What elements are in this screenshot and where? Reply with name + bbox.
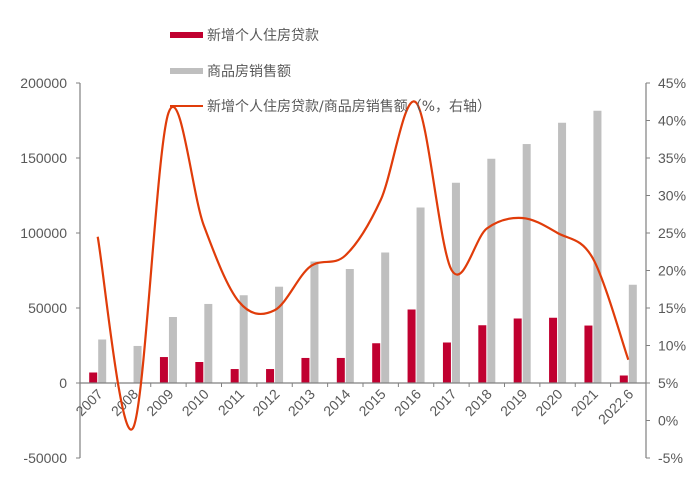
bar-property-sales [558, 122, 567, 383]
bar-property-sales [451, 182, 460, 383]
right-y-tick-label: 20% [658, 263, 686, 279]
bar-property-sales [345, 269, 354, 383]
x-tick-label: 2007 [72, 386, 105, 419]
bar-property-sales [310, 261, 319, 383]
x-tick-label: 2013 [285, 386, 318, 419]
bar-series-group [89, 110, 637, 383]
bar-new-housing-loans [584, 325, 593, 383]
legend-item-sales: 商品房销售额 [170, 61, 291, 81]
left-y-tick-label: 100000 [20, 225, 67, 241]
x-tick-label: 2022.6 [595, 386, 637, 428]
x-tick-label: 2016 [391, 386, 424, 419]
bar-new-housing-loans [619, 375, 628, 383]
x-tick-label: 2012 [249, 386, 282, 419]
bar-property-sales [628, 284, 637, 383]
right-y-tick-label: 5% [658, 375, 678, 391]
left-y-tick-label: 50000 [28, 300, 67, 316]
left-y-tick-label: 200000 [20, 75, 67, 91]
bar-new-housing-loans [230, 369, 239, 383]
left-y-tick-label: 0 [59, 375, 67, 391]
bar-property-sales [204, 303, 213, 383]
right-y-tick-label: 10% [658, 338, 686, 354]
legend-item-loans: 新增个人住房贷款 [170, 25, 319, 45]
right-y-tick-label: 15% [658, 300, 686, 316]
line-series-group [96, 100, 630, 431]
x-tick-label: 2019 [497, 386, 530, 419]
bar-new-housing-loans [372, 343, 381, 383]
legend-label: 商品房销售额 [207, 64, 291, 80]
x-tick-label: 2018 [462, 386, 495, 419]
bar-property-sales [487, 158, 496, 383]
right-y-tick-label: 25% [658, 225, 686, 241]
bar-new-housing-loans [513, 318, 522, 383]
legend-swatch-red-bar [170, 32, 203, 38]
bar-property-sales [168, 317, 177, 383]
bar-new-housing-loans [407, 309, 416, 383]
right-y-tick-label: -5% [658, 450, 683, 466]
x-tick-label: 2010 [179, 386, 212, 419]
right-y-tick-label: 45% [658, 75, 686, 91]
legend-label: 新增个人住房贷款 [207, 28, 319, 44]
bar-property-sales [522, 144, 531, 383]
bar-new-housing-loans [301, 357, 310, 383]
bar-property-sales [239, 295, 248, 383]
bar-new-housing-loans [549, 317, 558, 383]
legend-label: 新增个人住房贷款/商品房销售额（%，右轴） [207, 99, 492, 115]
bar-new-housing-loans [266, 369, 275, 383]
x-tick-label: 2020 [532, 386, 565, 419]
bar-new-housing-loans [195, 362, 204, 383]
bar-new-housing-loans [89, 372, 98, 383]
right-y-tick-label: 0% [658, 413, 678, 429]
bar-property-sales [416, 207, 425, 383]
bar-new-housing-loans [442, 342, 451, 383]
legend-item-ratio: 新增个人住房贷款/商品房销售额（%，右轴） [170, 96, 491, 116]
bar-property-sales [381, 252, 390, 383]
bar-new-housing-loans [336, 357, 345, 383]
right-y-tick-label: 35% [658, 150, 686, 166]
bar-property-sales [275, 286, 284, 383]
x-tick-label: 2017 [426, 386, 459, 419]
right-y-tick-label: 40% [658, 113, 686, 129]
legend-swatch-line [170, 105, 203, 107]
bar-property-sales [98, 339, 107, 383]
line-loan-to-sales-ratio [96, 100, 630, 431]
x-tick-label: 2011 [215, 386, 248, 419]
x-tick-label: 2015 [355, 386, 388, 419]
bar-property-sales [133, 345, 142, 383]
left-y-tick-label: -50000 [23, 450, 67, 466]
bar-property-sales [593, 110, 602, 383]
legend-swatch-gray-bar [170, 68, 203, 74]
x-tick-label: 2009 [143, 386, 176, 419]
right-y-tick-label: 30% [658, 188, 686, 204]
x-tick-label: 2014 [320, 386, 353, 419]
left-y-tick-label: 150000 [20, 150, 67, 166]
bar-new-housing-loans [159, 357, 168, 383]
bar-new-housing-loans [478, 325, 487, 383]
